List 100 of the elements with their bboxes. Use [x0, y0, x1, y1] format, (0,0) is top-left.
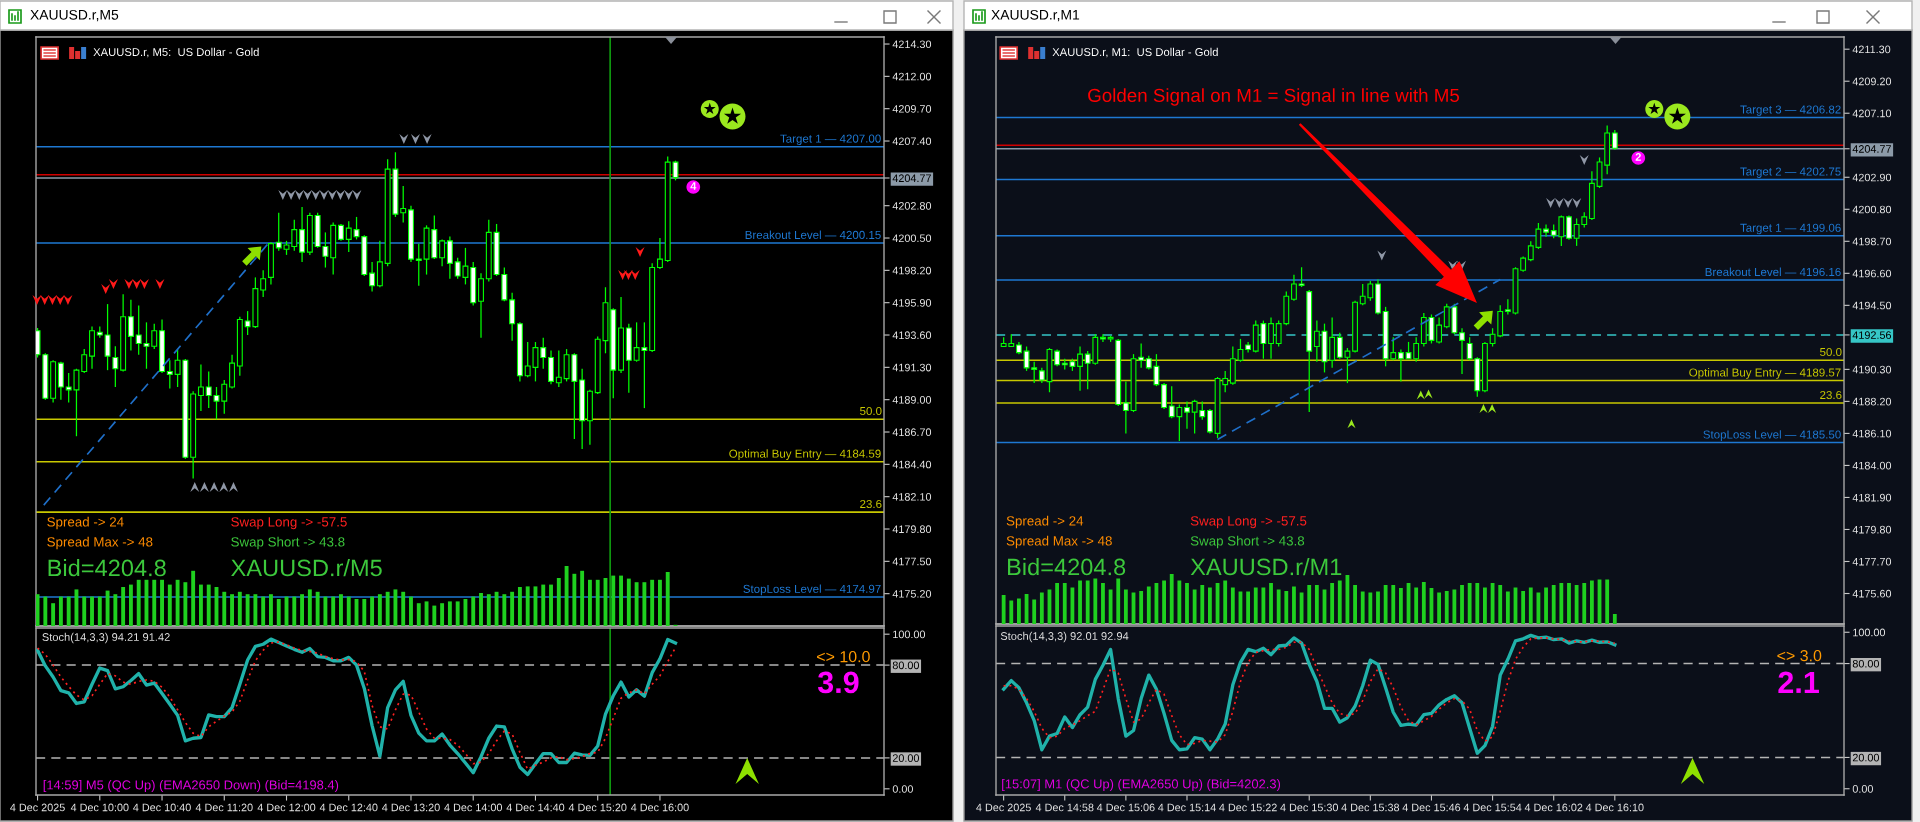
y-tick-label: 20.00: [892, 754, 920, 762]
annotation: 50.0: [860, 406, 882, 416]
y-tick-label: 4204.77: [1852, 145, 1891, 153]
bar: [1230, 587, 1235, 624]
bar: [658, 579, 662, 626]
bar: [517, 587, 522, 626]
bar: [1039, 592, 1044, 624]
bar: [587, 579, 592, 626]
bar: [564, 566, 569, 626]
bar: [1498, 585, 1503, 624]
bar: [136, 579, 141, 626]
bar: [90, 596, 94, 626]
bar: [1589, 580, 1594, 624]
bar: [580, 570, 585, 626]
bar: [1612, 614, 1617, 624]
chart-title: Stoch(14,3,3) 94.21 91.42: [42, 632, 170, 644]
bar: [183, 582, 188, 626]
bar: [626, 578, 631, 626]
bar: [549, 584, 553, 626]
bar: [1269, 583, 1273, 624]
y-tick-label: 4211.30: [1852, 45, 1891, 54]
y-tick-label: 4209.20: [1852, 77, 1892, 86]
annotation: 2.1: [1778, 671, 1819, 693]
y-tick-label: 4182.10: [892, 493, 932, 501]
annotation: <> 10.0: [817, 650, 870, 663]
bar: [650, 579, 655, 626]
bar: [432, 605, 437, 626]
bar: [339, 594, 343, 626]
bar: [1261, 587, 1266, 624]
bar: [502, 594, 507, 626]
bar: [323, 596, 328, 626]
y-tick-label: 0.00: [1852, 785, 1873, 793]
bar: [486, 594, 491, 626]
x-tick-label: 4 Dec 14:40: [506, 803, 565, 812]
bar: [237, 591, 242, 626]
bar: [97, 596, 102, 626]
y-tick-label: 4184.40: [892, 460, 932, 469]
x-tick-label: 4 Dec 2025: [10, 803, 65, 812]
y-tick-label: 100.00: [1853, 628, 1886, 637]
bar: [121, 587, 126, 626]
bar: [1574, 585, 1579, 624]
x-tick-label: 4 Dec 12:40: [319, 803, 378, 812]
bar: [1208, 587, 1212, 624]
y-tick-label: 4177.50: [892, 557, 932, 566]
bar: [1582, 583, 1587, 624]
chart-title: Stoch(14,3,3) 92.01 92.94: [1000, 631, 1129, 643]
bar: [58, 596, 63, 626]
bar: [1070, 587, 1075, 624]
bar: [541, 584, 546, 626]
bar: [1162, 580, 1166, 624]
x-tick-label: 4 Dec 15:54: [1463, 803, 1522, 812]
x-tick-label: 4 Dec 16:10: [1585, 803, 1644, 812]
candlestick: [104, 303, 111, 371]
bar: [82, 596, 87, 626]
candlestick: [369, 261, 376, 293]
annotation: Swap Short -> 43.8: [231, 536, 345, 550]
bar: [1521, 591, 1526, 624]
candlestick: [1459, 327, 1465, 375]
bar: [1353, 585, 1357, 624]
bar: [611, 575, 616, 626]
bar: [292, 596, 297, 626]
x-tick-label: 4 Dec 15:14: [1158, 803, 1216, 812]
y-tick-label: 4179.80: [1852, 525, 1892, 534]
bar: [1460, 585, 1464, 624]
candlestick: [1077, 345, 1083, 392]
annotation: Spread -> 24: [1006, 515, 1084, 529]
bar: [385, 591, 390, 626]
y-tick-label: 4204.77: [892, 174, 931, 183]
annotation: Swap Short -> 43.8: [1190, 535, 1305, 549]
y-tick-label: 0.00: [892, 785, 913, 793]
bar: [471, 596, 476, 626]
y-tick-label: 4194.50: [1852, 301, 1892, 310]
x-tick-label: 4 Dec 11:20: [195, 803, 253, 812]
bar: [1078, 580, 1082, 624]
y-tick-label: 4175.60: [1852, 589, 1892, 598]
bar: [595, 579, 600, 626]
bar: [261, 596, 266, 626]
bar: [1444, 591, 1449, 624]
ref-line-label: Breakout Level — 4196.16: [1705, 267, 1841, 277]
bar: [665, 572, 670, 626]
y-tick-label: 4207.10: [1852, 109, 1892, 118]
bar: [152, 579, 157, 626]
y-tick-label: 4192.56: [1852, 331, 1892, 339]
bar: [1017, 598, 1021, 624]
annotation: [14:59] M5 (QC Up) (EMA2650 Down) (Bid=4198.4): [43, 779, 339, 793]
bar: [1528, 587, 1533, 624]
bar: [455, 601, 460, 626]
y-tick-label: 4209.70: [892, 105, 932, 113]
bar: [393, 589, 398, 626]
bar: [1055, 583, 1060, 624]
bar: [1368, 592, 1373, 624]
y-tick-label: 4198.70: [1852, 237, 1892, 246]
candlestick: [478, 272, 484, 339]
candlestick: [656, 237, 663, 270]
bar: [1246, 591, 1251, 624]
bar: [1307, 585, 1312, 624]
bar: [43, 596, 48, 626]
annotation: Swap Long -> -57.5: [231, 517, 347, 530]
y-tick-label: 20.00: [1852, 753, 1880, 762]
bar: [525, 586, 530, 626]
